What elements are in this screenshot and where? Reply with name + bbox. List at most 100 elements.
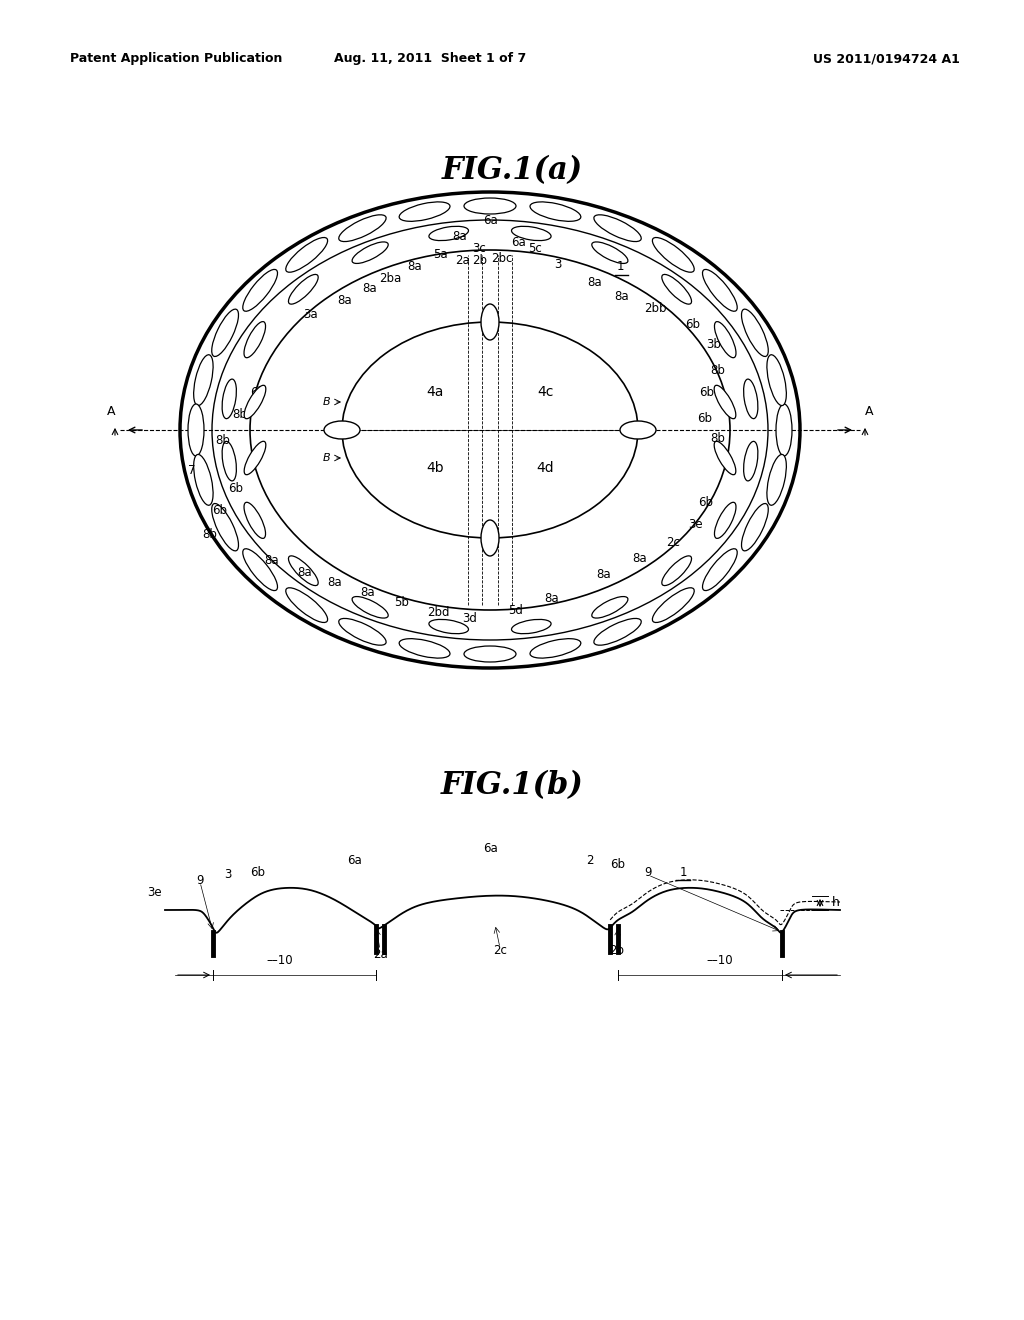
Text: 6b: 6b [251, 385, 265, 399]
Ellipse shape [429, 619, 469, 634]
Ellipse shape [714, 385, 736, 418]
Text: 8b: 8b [216, 433, 230, 446]
Text: 8b: 8b [203, 528, 217, 541]
Text: 6b: 6b [213, 503, 227, 516]
Text: 5a: 5a [433, 248, 447, 261]
Ellipse shape [715, 503, 736, 539]
Ellipse shape [212, 503, 239, 550]
Ellipse shape [767, 355, 786, 405]
Text: 8a: 8a [597, 569, 611, 582]
Text: 8b: 8b [711, 432, 725, 445]
Ellipse shape [243, 549, 278, 590]
Ellipse shape [652, 238, 694, 272]
Ellipse shape [289, 556, 318, 586]
Text: 8a: 8a [338, 293, 352, 306]
Ellipse shape [594, 215, 641, 242]
Text: 8a: 8a [614, 289, 630, 302]
Text: 3: 3 [554, 259, 562, 272]
Ellipse shape [244, 503, 265, 539]
Text: 6a: 6a [347, 854, 362, 866]
Text: 1: 1 [680, 866, 687, 879]
Ellipse shape [530, 202, 581, 222]
Text: 8a: 8a [588, 276, 602, 289]
Text: FIG.1(a): FIG.1(a) [441, 154, 583, 186]
Text: 2ba: 2ba [379, 272, 401, 285]
Text: 9: 9 [644, 866, 651, 879]
Ellipse shape [464, 198, 516, 214]
Text: 8b: 8b [711, 363, 725, 376]
Text: ––10: ––10 [707, 954, 733, 968]
Ellipse shape [743, 379, 758, 418]
Text: 8a: 8a [453, 231, 467, 243]
Text: 2a: 2a [455, 255, 469, 268]
Ellipse shape [741, 309, 768, 356]
Ellipse shape [222, 441, 237, 480]
Text: 4d: 4d [537, 461, 554, 475]
Text: Patent Application Publication: Patent Application Publication [70, 51, 283, 65]
Text: 3: 3 [224, 869, 231, 882]
Text: h: h [831, 896, 840, 909]
Text: 5d: 5d [509, 603, 523, 616]
Text: 2bb: 2bb [644, 301, 667, 314]
Ellipse shape [702, 549, 737, 590]
Ellipse shape [243, 269, 278, 312]
Text: A: A [106, 405, 115, 418]
Text: 6b: 6b [685, 318, 700, 331]
Ellipse shape [592, 597, 628, 618]
Text: 3e: 3e [147, 887, 162, 899]
Text: B: B [323, 397, 330, 407]
Ellipse shape [481, 520, 499, 556]
Ellipse shape [244, 385, 266, 418]
Ellipse shape [620, 421, 656, 440]
Ellipse shape [594, 619, 641, 645]
Text: 8a: 8a [545, 591, 559, 605]
Ellipse shape [715, 322, 736, 358]
Ellipse shape [512, 226, 551, 240]
Text: 6b: 6b [610, 858, 626, 870]
Text: 8a: 8a [408, 260, 422, 272]
Text: 3b: 3b [707, 338, 722, 351]
Ellipse shape [244, 441, 266, 475]
Text: Aug. 11, 2011  Sheet 1 of 7: Aug. 11, 2011 Sheet 1 of 7 [334, 51, 526, 65]
Ellipse shape [212, 309, 239, 356]
Text: 6a: 6a [511, 236, 525, 249]
Ellipse shape [339, 619, 386, 645]
Text: 6a: 6a [482, 214, 498, 227]
Text: 6b: 6b [251, 866, 265, 879]
Ellipse shape [662, 556, 691, 586]
Text: 4a: 4a [426, 385, 443, 399]
Text: 8a: 8a [360, 586, 376, 598]
Ellipse shape [352, 597, 388, 618]
Text: 8a: 8a [633, 552, 647, 565]
Text: B: B [323, 453, 330, 463]
Text: 2bc: 2bc [492, 252, 513, 264]
Ellipse shape [222, 379, 237, 418]
Ellipse shape [464, 645, 516, 663]
Text: US 2011/0194724 A1: US 2011/0194724 A1 [813, 51, 961, 65]
Ellipse shape [324, 421, 360, 440]
Ellipse shape [194, 355, 213, 405]
Text: 5b: 5b [394, 597, 410, 610]
Ellipse shape [289, 275, 318, 304]
Ellipse shape [244, 322, 265, 358]
Text: 2b: 2b [609, 944, 625, 957]
Ellipse shape [652, 587, 694, 623]
Text: 3e: 3e [688, 519, 702, 532]
Text: 7: 7 [188, 463, 196, 477]
Text: 6b: 6b [698, 496, 714, 510]
Ellipse shape [194, 454, 213, 506]
Ellipse shape [743, 441, 758, 480]
Text: 8a: 8a [362, 281, 377, 294]
Text: 3c: 3c [472, 242, 485, 255]
Text: FIG.1(b): FIG.1(b) [440, 770, 584, 801]
Text: 6b: 6b [697, 412, 713, 425]
Ellipse shape [188, 404, 204, 455]
Text: 2c: 2c [494, 944, 507, 957]
Text: 3d: 3d [463, 612, 477, 626]
Ellipse shape [399, 639, 450, 659]
Text: 8b: 8b [232, 408, 248, 421]
Text: 2: 2 [587, 854, 594, 867]
Ellipse shape [512, 619, 551, 634]
Text: 2a: 2a [373, 949, 387, 961]
Ellipse shape [339, 215, 386, 242]
